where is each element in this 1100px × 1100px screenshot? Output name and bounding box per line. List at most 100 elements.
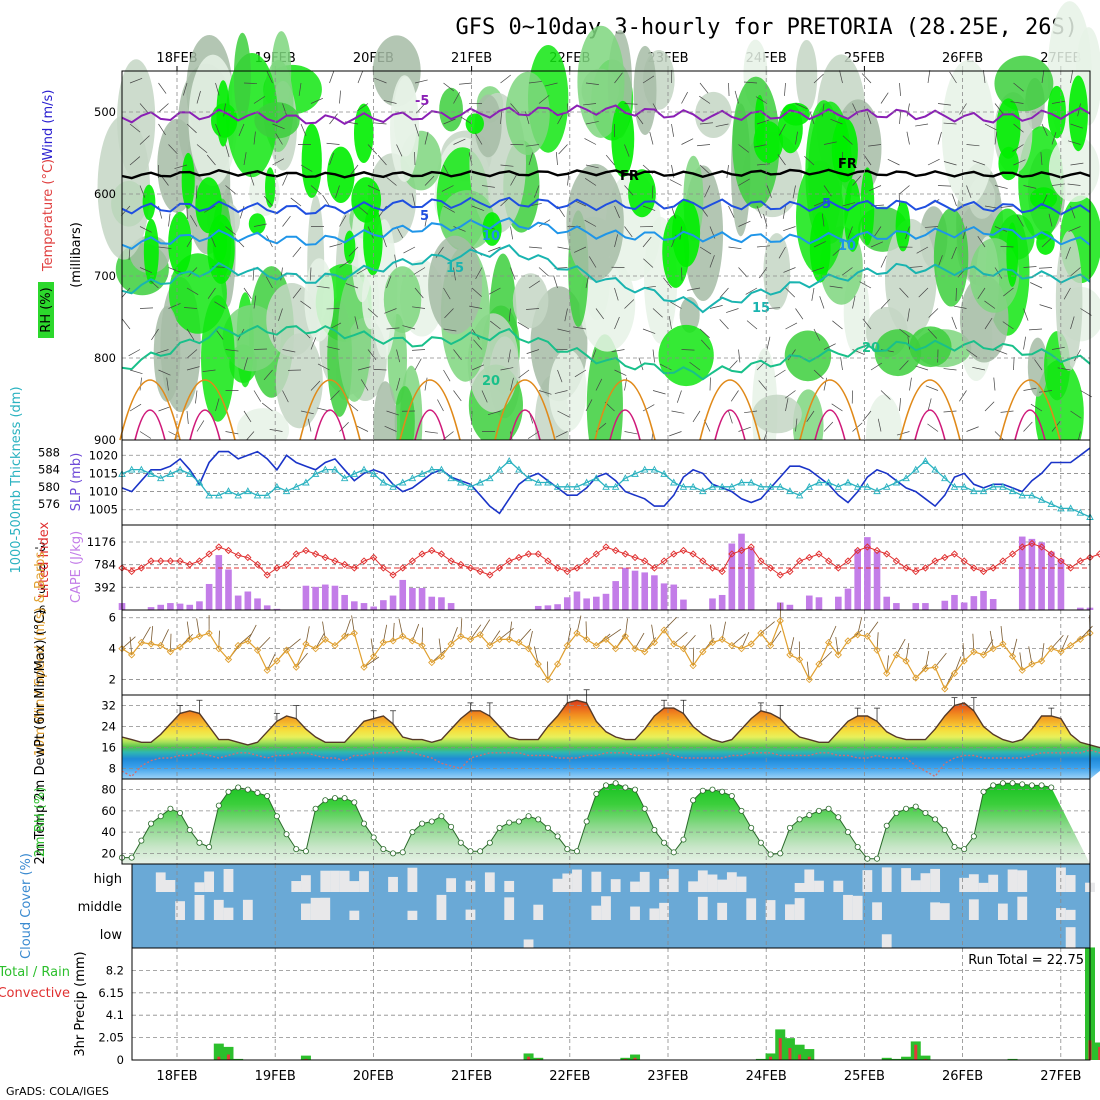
li-point [854, 546, 862, 555]
wind-barb [272, 123, 285, 130]
rh-blob [1027, 337, 1048, 397]
isotherm-label: 20 [482, 374, 500, 389]
isotherm-label: 10 [482, 229, 500, 244]
wind-speed-point [960, 657, 968, 665]
wind-barb [719, 287, 729, 298]
wind-barb [830, 118, 843, 125]
wind-barb [1074, 349, 1081, 362]
rh-blob [505, 71, 550, 156]
wind-barb [832, 246, 843, 256]
wind-barb [206, 154, 216, 166]
li-point [505, 557, 513, 565]
wind-barb [470, 624, 482, 640]
wind-barb [282, 103, 288, 116]
precip-total-bar [223, 1046, 234, 1060]
wind-barb [676, 390, 682, 403]
rh-blob [753, 121, 784, 164]
li-tick: 0 [39, 561, 46, 575]
thickness-point [999, 482, 1007, 490]
cloud-cell [707, 874, 718, 892]
thickness-point [679, 482, 688, 490]
wind-barb [129, 369, 143, 375]
wind-barb [339, 90, 341, 104]
wind-barb [292, 246, 302, 258]
wind-barb [557, 410, 570, 418]
rh-point [457, 839, 464, 846]
wind-barb [349, 164, 359, 176]
wind-barb [692, 410, 701, 423]
thickness-point [186, 469, 194, 477]
cloud-cell [794, 882, 805, 892]
rh-point [419, 820, 426, 827]
cape-bar [234, 595, 242, 610]
cloud-cell [1065, 927, 1076, 948]
rh-point [603, 782, 610, 789]
isotherm-label: 5 [420, 209, 429, 224]
wind-barb [614, 205, 620, 219]
wind-barb [275, 133, 283, 145]
wind-speed-point [825, 638, 833, 647]
li-point [1076, 557, 1084, 565]
rh-blob [566, 163, 624, 281]
wind-barb [585, 121, 599, 125]
wind-barb [899, 398, 901, 412]
cloud-cell [659, 878, 669, 892]
rh-point [544, 824, 551, 831]
thickness-point [699, 487, 707, 495]
rh-point [719, 788, 726, 795]
precip-total-bar [901, 1056, 912, 1060]
rh-point [167, 805, 174, 812]
thickness-point [350, 469, 359, 477]
wind-barb [977, 287, 986, 300]
isotherm-warm [174, 379, 236, 441]
cloud-cell [165, 880, 176, 892]
rh-blob [201, 295, 235, 422]
wind-barb [983, 639, 994, 656]
wind-barb [348, 246, 359, 257]
li-point [883, 550, 891, 558]
wind-barb [225, 226, 236, 235]
wind-barb [614, 234, 619, 248]
wind-barb [253, 96, 266, 104]
rh-point [283, 831, 290, 838]
cloud-cell [930, 868, 941, 892]
rh-point [912, 803, 919, 810]
wind-barb [414, 123, 420, 137]
wind-barb [726, 308, 739, 313]
cape-bar [709, 598, 716, 610]
wind-barb [728, 82, 730, 97]
wind-barb [243, 287, 252, 299]
cape-bar [263, 605, 271, 610]
li-point [602, 543, 610, 551]
rh-point [244, 786, 251, 793]
thickness-point [360, 465, 368, 473]
thickness-point [795, 491, 804, 499]
cloud-cell [901, 868, 911, 892]
li-point [612, 546, 620, 555]
wind-barb [670, 301, 682, 309]
wind-barb [758, 380, 768, 391]
cloud-cell [388, 876, 398, 892]
thickness-point [234, 491, 242, 499]
wind-barb [411, 193, 416, 207]
wind-barb [669, 179, 682, 186]
cloud-cell [310, 897, 321, 920]
rh-blob [482, 212, 502, 246]
cloud-cell [339, 870, 350, 892]
thickness-point [1037, 495, 1046, 503]
rh-blob [207, 214, 235, 284]
wind-barb [290, 197, 302, 207]
thickness-point [834, 482, 843, 490]
wind-barb [642, 205, 656, 211]
rh-point [999, 780, 1006, 787]
wind-barb [1016, 215, 1024, 227]
rh-blob [97, 115, 151, 260]
wind-barb [261, 402, 273, 412]
run-total-label: Run Total = 22.75 [968, 953, 1084, 968]
cape-bar [254, 598, 261, 610]
li-point [1018, 543, 1026, 551]
wind-barb [862, 410, 872, 422]
li-point [360, 557, 368, 565]
thickness-point [1057, 504, 1065, 512]
temp-tick: 16 [101, 741, 116, 755]
